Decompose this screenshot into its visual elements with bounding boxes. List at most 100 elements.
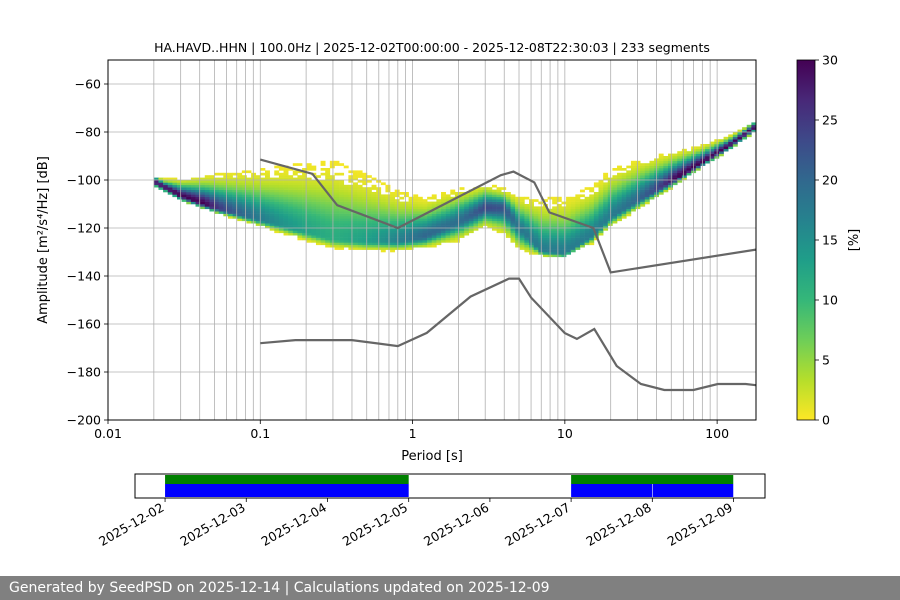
density-cell (450, 201, 456, 205)
density-cell (306, 228, 312, 231)
density-cell (593, 220, 599, 224)
density-cell (399, 216, 405, 219)
density-cell (422, 242, 428, 246)
density-cell (584, 206, 590, 210)
density-cell (542, 242, 548, 246)
density-cell (343, 237, 349, 241)
density-cell (630, 177, 636, 181)
density-cell (515, 204, 521, 207)
density-cell (427, 225, 433, 229)
density-cell (751, 127, 756, 130)
density-cell (579, 242, 585, 246)
density-cell (700, 163, 706, 166)
density-cell (552, 206, 558, 210)
density-cell (329, 213, 335, 217)
density-cell (413, 237, 419, 241)
density-cell (158, 182, 164, 186)
density-cell (302, 182, 307, 186)
density-cell (255, 199, 261, 202)
density-cell (427, 223, 433, 226)
density-cell (357, 189, 363, 193)
density-cell (607, 211, 613, 214)
density-cell (329, 204, 335, 207)
density-cell (283, 175, 289, 178)
density-cell (362, 235, 368, 238)
density-cell (288, 180, 294, 183)
density-cell (366, 244, 372, 248)
density-cell (403, 218, 409, 222)
density-cell (709, 148, 715, 152)
density-cell (515, 196, 521, 200)
density-cell (329, 163, 335, 166)
density-cell (339, 172, 345, 176)
density-cell (473, 196, 479, 200)
density-cell (348, 192, 354, 195)
density-cell (445, 199, 451, 202)
density-cell (529, 235, 534, 238)
density-cell (297, 170, 303, 174)
density-cell (306, 163, 312, 166)
density-cell (561, 213, 567, 217)
density-cell (589, 240, 595, 243)
density-cell (686, 160, 692, 164)
density-cell (718, 139, 724, 142)
density-cell (473, 228, 479, 231)
density-cell (390, 220, 395, 224)
density-cell (320, 223, 326, 226)
density-cell (223, 201, 229, 205)
density-cell (570, 242, 576, 246)
density-cell (644, 194, 650, 198)
density-cell (468, 201, 474, 205)
density-cell (362, 242, 368, 246)
density-cell (302, 204, 307, 207)
density-cell (732, 134, 738, 138)
density-cell (732, 136, 738, 140)
density-cell (649, 182, 655, 186)
density-cell (408, 240, 414, 243)
density-cell (617, 182, 622, 186)
density-cell (366, 175, 372, 178)
density-cell (315, 213, 321, 217)
density-cell (204, 187, 210, 190)
density-cell (278, 199, 284, 202)
density-cell (524, 225, 530, 229)
density-cell (362, 237, 368, 241)
density-cell (403, 225, 409, 229)
density-cell (297, 163, 303, 166)
density-cell (607, 182, 613, 186)
density-cell (362, 228, 368, 231)
density-cell (584, 242, 590, 246)
density-cell (700, 144, 706, 147)
density-cell (241, 211, 247, 214)
density-cell (366, 201, 372, 205)
density-cell (566, 220, 572, 224)
high-noise-model-line (260, 158, 756, 274)
density-cell (329, 194, 335, 198)
density-cell (593, 216, 599, 219)
density-cell (621, 194, 627, 198)
density-cell (635, 160, 641, 164)
density-cell (218, 177, 224, 181)
density-cell (529, 244, 534, 248)
density-cell (450, 232, 456, 236)
density-cell (649, 170, 655, 174)
density-cell (473, 220, 479, 224)
density-cell (283, 211, 289, 214)
density-cell (649, 196, 655, 200)
density-cell (232, 172, 238, 176)
density-cell (612, 199, 618, 202)
density-cell (556, 254, 562, 258)
density-cell (487, 206, 493, 210)
density-cell (566, 216, 572, 219)
density-cell (579, 213, 585, 217)
density-cell (635, 184, 641, 188)
density-cell (681, 163, 687, 166)
density-cell (579, 244, 585, 248)
density-cell (718, 153, 724, 157)
timeline-data-segment (652, 484, 734, 497)
density-cell (533, 211, 539, 214)
density-cell (297, 223, 303, 226)
density-cell (329, 187, 335, 190)
density-cell (556, 240, 562, 243)
density-cell (357, 196, 363, 200)
